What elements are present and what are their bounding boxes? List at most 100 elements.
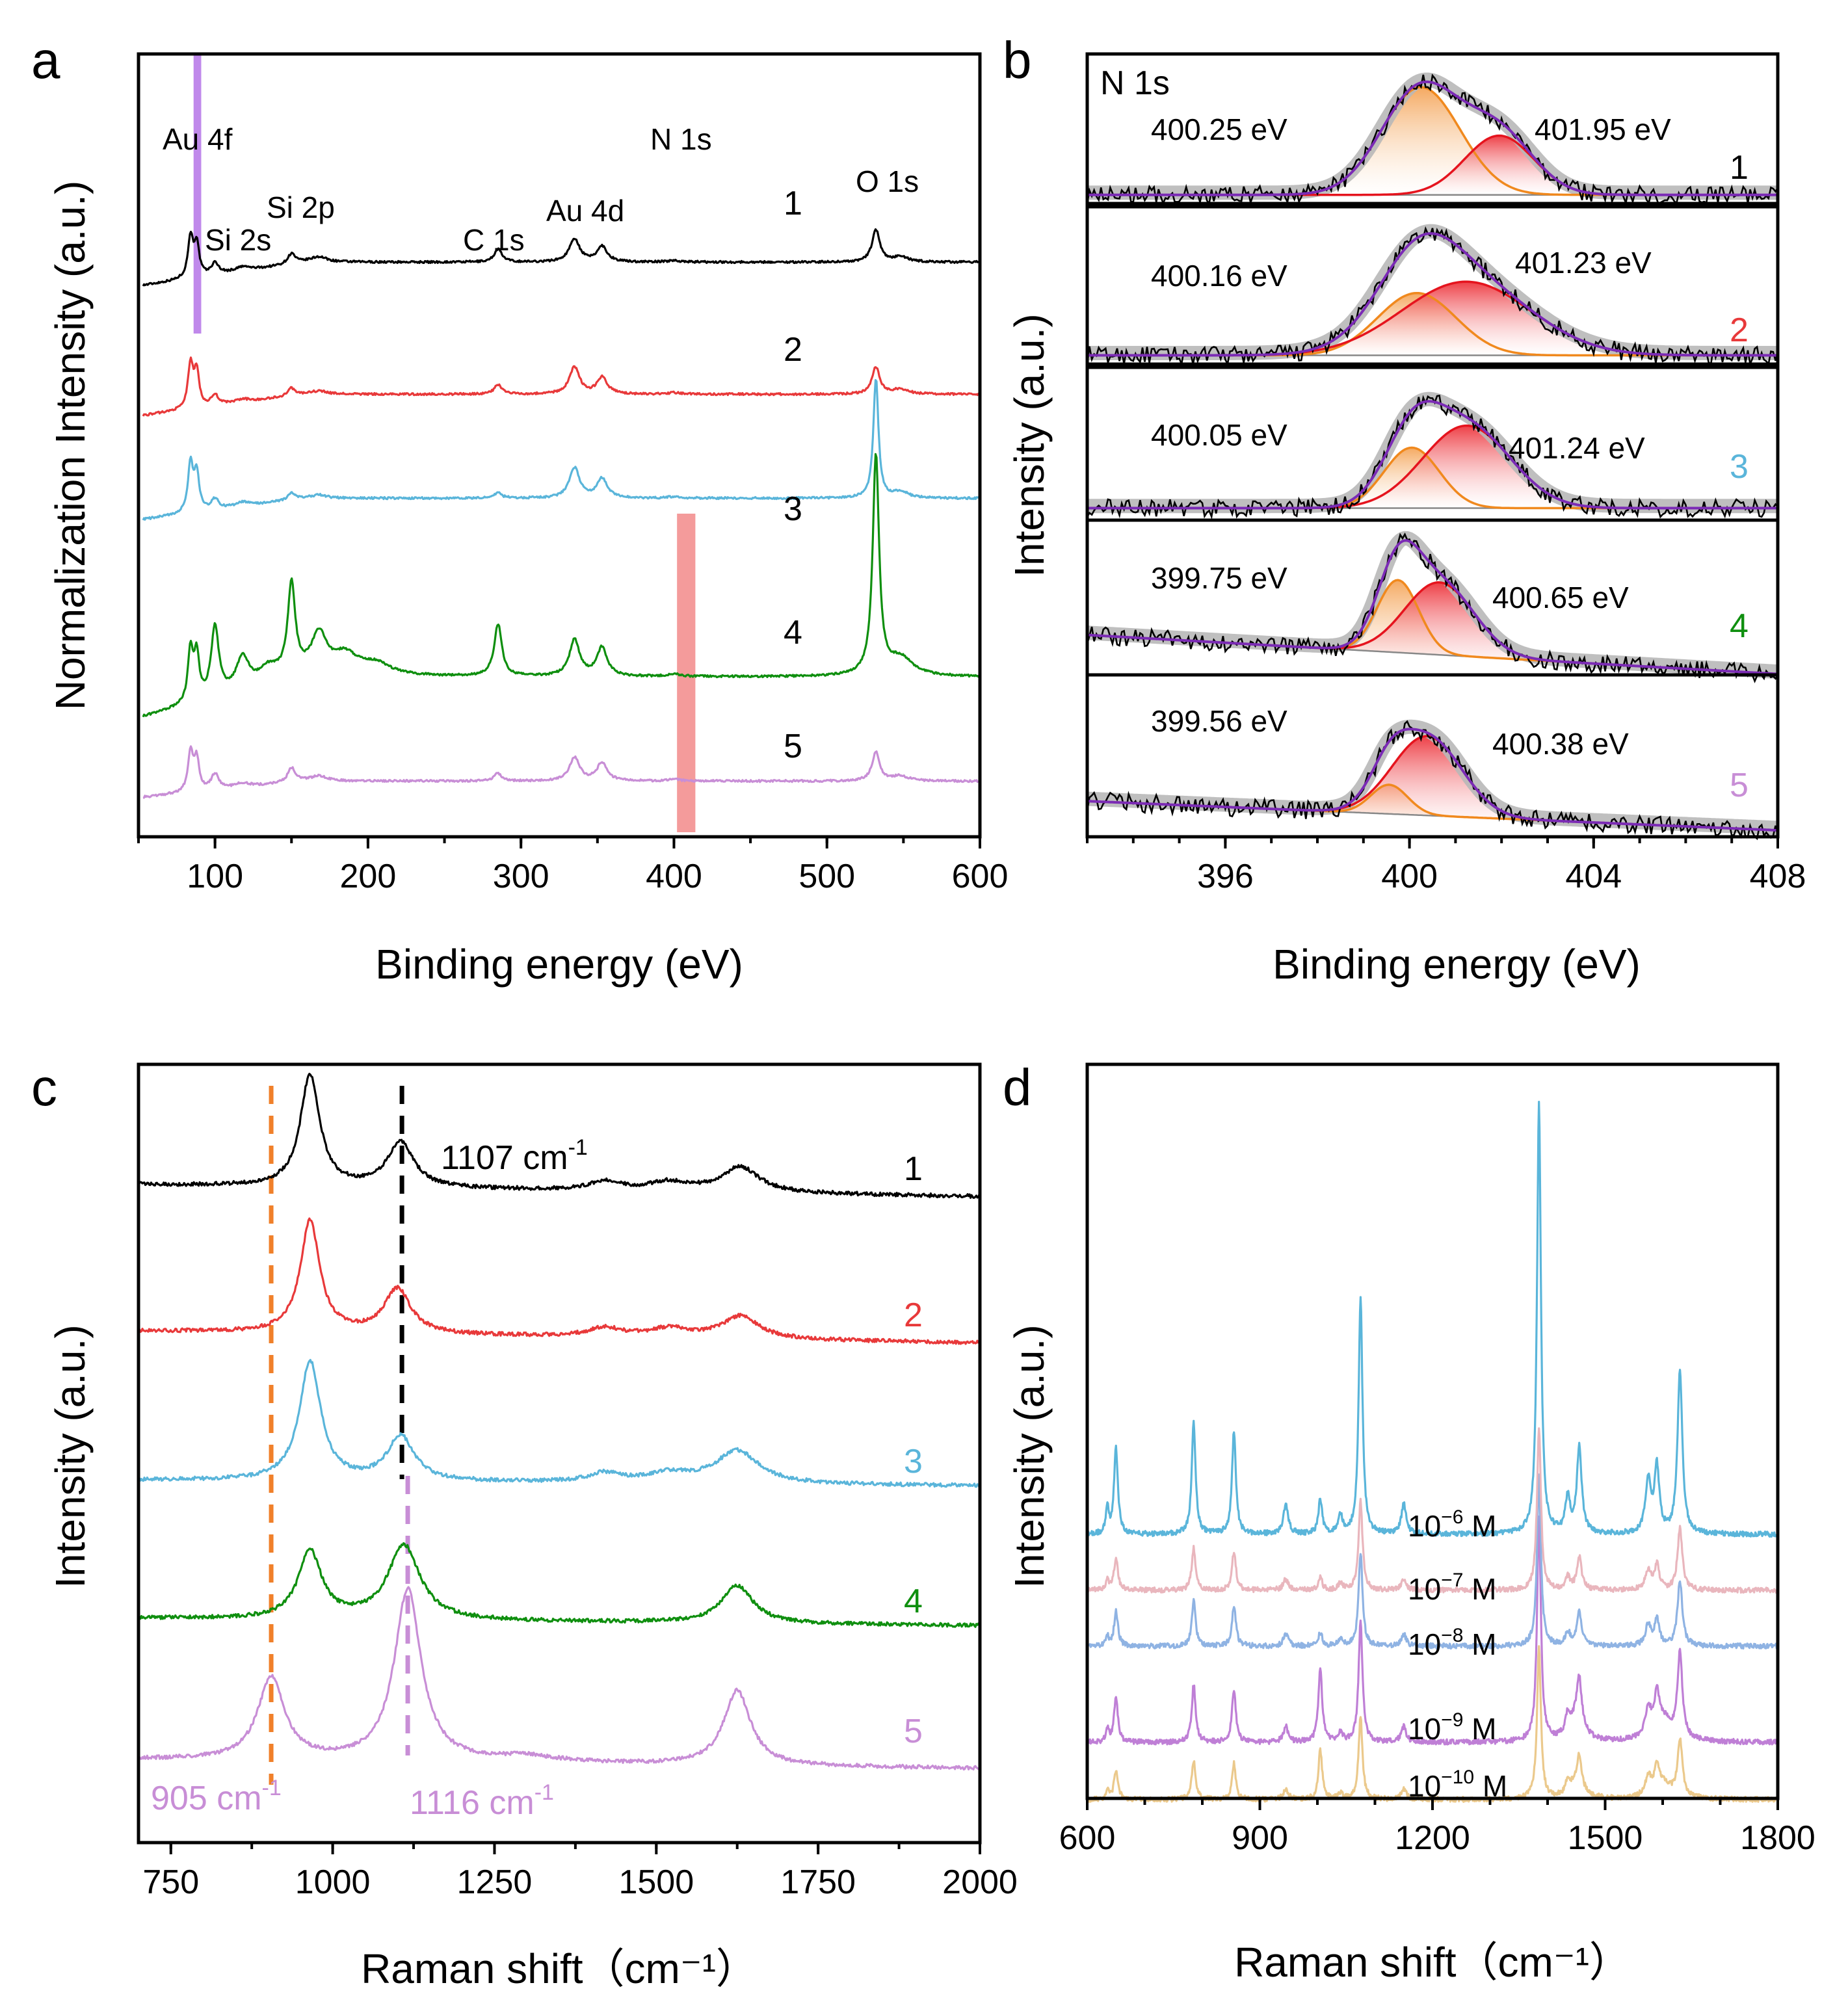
peak2-label-b-1: 401.95 eV [1535, 112, 1671, 146]
peak2-label-b-2: 401.23 eV [1515, 246, 1652, 280]
raw-data-b-1 [1086, 73, 1779, 206]
series-label-b-4: 4 [1730, 607, 1749, 645]
raw-data-b-2 [1086, 226, 1779, 367]
c-xtick-label-2000: 2000 [942, 1863, 1018, 1901]
c-xtick-label-1500: 1500 [618, 1863, 694, 1901]
panel-b-title: N 1s [1100, 64, 1170, 102]
series-label-c-1: 1 [904, 1150, 923, 1188]
d-xtick-label-1800: 1800 [1740, 1819, 1815, 1857]
data-envelope-b-5 [1082, 719, 1783, 835]
a-xtick-label-600: 600 [952, 858, 1009, 895]
peak2-label-b-5: 400.38 eV [1492, 727, 1629, 761]
series-label-b-2: 2 [1730, 311, 1749, 349]
series-label-a-5: 5 [784, 728, 802, 765]
series-a-3-line [142, 379, 981, 521]
series-label-a-2: 2 [784, 331, 802, 369]
y-axis-label-a: Normalization Intensity (a.u.) [47, 181, 94, 711]
subpanel-b-3 [1082, 365, 1783, 522]
c-xtick-label-750: 750 [142, 1863, 199, 1901]
series-d-1-line [1086, 1101, 1778, 1538]
fit-envelope-b-5 [1087, 728, 1778, 832]
series-label-c-5: 5 [904, 1713, 923, 1750]
a-xtick-label-500: 500 [799, 858, 855, 895]
peak-label-si2p: Si 2p [267, 191, 335, 224]
series-d-2-line [1086, 1427, 1779, 1594]
subpanel-b-1 [1082, 52, 1783, 206]
a-xtick-label-400: 400 [646, 858, 702, 895]
series-a-1-line [142, 228, 980, 287]
peak1-label-b-2: 400.16 eV [1151, 259, 1287, 293]
series-label-c-4: 4 [904, 1583, 923, 1620]
panel-label-c: c [31, 1058, 57, 1116]
fit-area-peak2-b-5 [1087, 736, 1778, 830]
subpanel-b-2 [1082, 205, 1783, 367]
fit-area-peak1-b-1 [1087, 87, 1778, 195]
panel-d-plot-frame [1085, 1062, 1780, 1800]
panel-a-plot-frame [137, 52, 982, 839]
conc-label-4: 10−9 M [1408, 1709, 1497, 1746]
annotation-1116: 1116 cm-1 [410, 1780, 554, 1822]
peak-label-n1s: N 1s [650, 122, 712, 156]
fit-area-peak2-b-4 [1087, 582, 1778, 674]
fit-area-peak2-b-2 [1087, 282, 1778, 356]
d-xtick-label-1200: 1200 [1395, 1819, 1470, 1857]
c-xtick-label-1750: 1750 [780, 1863, 856, 1901]
a-xtick-label-200: 200 [340, 858, 397, 895]
peak1-label-b-5: 399.56 eV [1151, 704, 1287, 738]
series-a-5-line [142, 745, 980, 799]
fit-envelope-b-4 [1087, 539, 1778, 676]
series-label-b-5: 5 [1730, 767, 1749, 804]
series-label-b-1: 1 [1730, 149, 1749, 187]
y-axis-label-c: Intensity (a.u.) [47, 1324, 94, 1588]
peak-label-au4d: Au 4d [546, 194, 624, 228]
series-a-2-line [142, 356, 980, 417]
series-c-1-line [137, 1073, 981, 1199]
a-xtick-label-100: 100 [187, 858, 243, 895]
series-d-3-line [1086, 1473, 1779, 1650]
series-c-3-line [137, 1359, 981, 1488]
a-xtick-label-300: 300 [493, 858, 549, 895]
raw-data-b-3 [1086, 395, 1778, 520]
peak1-label-b-3: 400.05 eV [1151, 418, 1287, 452]
x-axis-label-c: Raman shift（cm⁻¹） [361, 1945, 758, 1992]
fit-envelope-b-1 [1087, 80, 1778, 196]
peak2-label-b-3: 401.24 eV [1509, 431, 1645, 465]
series-c-2-line [137, 1217, 980, 1345]
x-axis-label-b: Binding energy (eV) [1273, 941, 1641, 988]
series-label-c-2: 2 [904, 1296, 923, 1334]
peak-label-o1s: O 1s [856, 164, 919, 198]
b-xtick-label-396: 396 [1197, 858, 1254, 895]
peak1-label-b-4: 399.75 eV [1151, 561, 1287, 595]
panel-label-b: b [1003, 31, 1032, 89]
subpanel-frame-b-2 [1085, 205, 1780, 366]
au4f-highlight-band [193, 54, 202, 334]
subpanel-frame-b-5 [1085, 673, 1780, 839]
fit-envelope-b-2 [1087, 232, 1778, 357]
panel-a-xps-survey: 100 200 300 400 500 600 Au 4f Si 2s Si 2p C 1… [47, 52, 1009, 988]
panel-c-plot-frame [137, 1062, 982, 1845]
panel-d-raman-concentration: 600 900 1200 1500 1800 10−6 M 10−7 M 10−8 M … [1006, 1062, 1815, 1986]
series-label-c-3: 3 [904, 1443, 923, 1480]
series-label-b-3: 3 [1730, 448, 1749, 486]
series-label-a-3: 3 [784, 490, 802, 528]
panel-label-d: d [1003, 1058, 1032, 1116]
series-a-4-line [142, 453, 981, 718]
peak-label-au4f: Au 4f [163, 122, 233, 156]
conc-label-1: 10−6 M [1408, 1506, 1497, 1543]
subpanel-frame-b-1 [1085, 52, 1780, 205]
peak-label-c1s: C 1s [463, 223, 525, 257]
conc-label-5: 10−10 M [1408, 1767, 1507, 1803]
subpanel-b-4 [1082, 518, 1783, 683]
peak2-label-b-4: 400.65 eV [1492, 581, 1629, 614]
y-axis-label-b: Intensity (a.u.) [1006, 313, 1053, 577]
c-xtick-label-1250: 1250 [457, 1863, 533, 1901]
x-axis-label-a: Binding energy (eV) [375, 941, 743, 988]
subpanel-b-5 [1082, 673, 1783, 841]
annotation-905: 905 cm-1 [151, 1776, 282, 1817]
y-axis-label-d: Intensity (a.u.) [1006, 1324, 1053, 1588]
x-axis-label-d: Raman shift（cm⁻¹） [1234, 1939, 1631, 1986]
panel-label-a: a [31, 31, 60, 89]
peak1-label-b-1: 400.25 eV [1151, 112, 1287, 146]
c-xtick-label-1000: 1000 [295, 1863, 371, 1901]
